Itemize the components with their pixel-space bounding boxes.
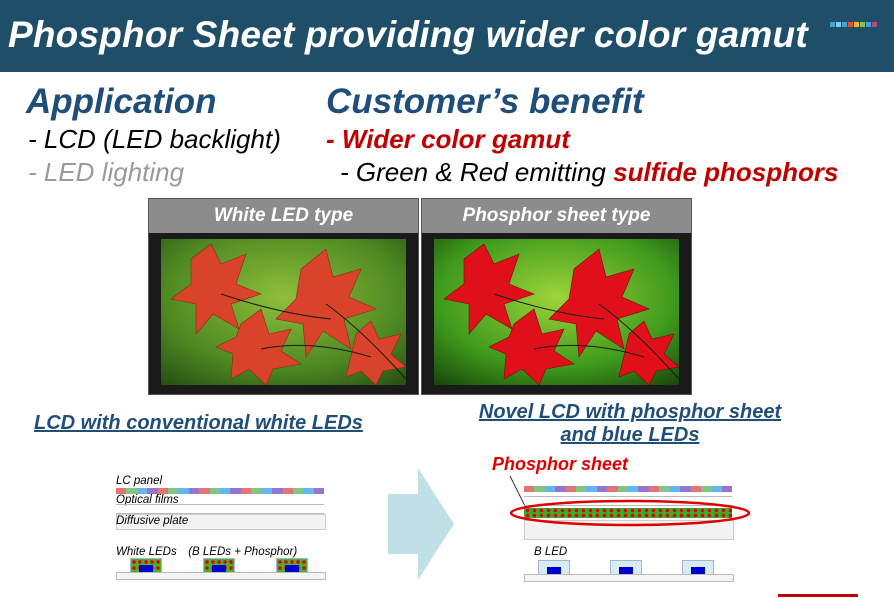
- application-item-lcd: - LCD (LED backlight): [28, 124, 281, 154]
- right-led-board: [524, 574, 734, 582]
- lc-subpixel: [136, 488, 148, 494]
- lc-subpixel: [648, 486, 660, 492]
- lc-subpixel: [534, 486, 545, 492]
- phosphor-sheet-label: Phosphor sheet: [492, 454, 629, 474]
- lc-subpixel: [617, 486, 629, 492]
- lc-subpixel: [524, 486, 535, 492]
- title-bar: Phosphor Sheet providing wider color gam…: [0, 0, 894, 72]
- lc-subpixel: [230, 488, 241, 494]
- lc-subpixel: [178, 488, 189, 494]
- white-led-photo-label: White LED type: [149, 199, 418, 233]
- lc-subpixel: [576, 486, 587, 492]
- lc-subpixel: [199, 488, 210, 494]
- white-led-1: [130, 558, 162, 574]
- benefit-phosphor-line: - Green & Red emitting sulfide phosphors: [340, 157, 838, 188]
- lc-subpixel: [116, 488, 127, 494]
- lc-subpixel: [555, 486, 566, 492]
- right-diagram-caption: Novel LCD with phosphor sheet and blue L…: [455, 401, 805, 447]
- lc-subpixel: [690, 486, 701, 492]
- white-led-photo-panel: White LED type: [148, 198, 419, 395]
- lc-subpixel: [669, 486, 681, 492]
- lc-subpixel: [168, 488, 179, 494]
- phosphor-sheet-highlight-ellipse: [509, 499, 751, 527]
- logo-square: [836, 22, 841, 27]
- logo-square: [854, 22, 859, 27]
- lc-subpixel: [628, 486, 639, 492]
- lc-subpixel: [596, 486, 608, 492]
- maple-leaf-photo-white-led: [161, 239, 406, 385]
- lc-subpixel: [240, 488, 252, 494]
- logo-square: [860, 22, 865, 27]
- lc-subpixel: [700, 486, 712, 492]
- company-logo-icon: [830, 14, 882, 27]
- benefit-heading: Customer’s benefit: [326, 82, 644, 121]
- white-led-3: [276, 558, 308, 574]
- lc-subpixel: [292, 488, 304, 494]
- benefit-wider-gamut: - Wider color gamut: [326, 124, 570, 154]
- lc-subpixel: [313, 488, 325, 494]
- b-led-label: B LED: [534, 546, 568, 558]
- logo-square: [842, 22, 847, 27]
- application-heading: Application: [26, 82, 217, 121]
- lc-subpixel: [680, 486, 691, 492]
- maple-leaf-photo-phosphor-sheet: [434, 239, 679, 385]
- optical-films-label: Optical films: [116, 494, 179, 506]
- lc-subpixel: [147, 488, 158, 494]
- benefit-sulfide-phosphors: sulfide phosphors: [613, 157, 839, 187]
- phosphor-sheet-photo-panel: Phosphor sheet type: [421, 198, 692, 395]
- lc-subpixel: [565, 486, 577, 492]
- phosphor-sheet-layer: [524, 508, 732, 518]
- lc-subpixel: [261, 488, 273, 494]
- lc-subpixel: [282, 488, 293, 494]
- optical-films-layer-right: [524, 496, 732, 506]
- lc-subpixel: [607, 486, 618, 492]
- application-item-led-lighting: - LED lighting: [28, 157, 185, 187]
- lc-subpixel: [220, 488, 231, 494]
- logo-square: [830, 22, 835, 27]
- lc-panel-layer-right: [524, 486, 733, 492]
- phosphor-sheet-pointer: [509, 475, 527, 509]
- optical-films-layer: [116, 504, 324, 514]
- lc-subpixel: [209, 488, 221, 494]
- right-caption-line2: and blue LEDs: [560, 424, 700, 446]
- lc-subpixel: [126, 488, 137, 494]
- footer-accent-bar: [778, 594, 858, 597]
- lc-subpixel: [303, 488, 314, 494]
- slide-title: Phosphor Sheet providing wider color gam…: [8, 14, 808, 55]
- logo-square: [848, 22, 853, 27]
- phosphor-sheet-photo-label: Phosphor sheet type: [422, 199, 691, 233]
- right-arrow-icon: [388, 468, 454, 580]
- lc-subpixel: [251, 488, 262, 494]
- lc-subpixel: [711, 486, 722, 492]
- diffusive-plate-layer: [116, 514, 326, 530]
- lc-subpixel: [272, 488, 283, 494]
- logo-square: [866, 22, 871, 27]
- right-caption-line1: Novel LCD with phosphor sheet: [478, 401, 782, 423]
- lc-subpixel: [586, 486, 597, 492]
- logo-square: [872, 22, 877, 27]
- lc-subpixel: [721, 486, 733, 492]
- lc-subpixel: [188, 488, 200, 494]
- diffusive-plate-label: Diffusive plate: [116, 515, 189, 527]
- lc-panel-label: LC panel: [116, 475, 163, 487]
- left-diagram-caption: LCD with conventional white LEDs: [34, 412, 363, 434]
- lc-subpixel: [544, 486, 556, 492]
- left-led-board: [116, 572, 326, 580]
- lc-panel-layer: [116, 488, 325, 494]
- white-led-2: [203, 558, 235, 574]
- benefit-phosphor-prefix: - Green & Red emitting: [340, 157, 614, 187]
- lc-subpixel: [157, 488, 169, 494]
- white-leds-label: White LEDs (B LEDs + Phosphor): [116, 546, 298, 558]
- lc-subpixel: [638, 486, 649, 492]
- lc-subpixel: [659, 486, 670, 492]
